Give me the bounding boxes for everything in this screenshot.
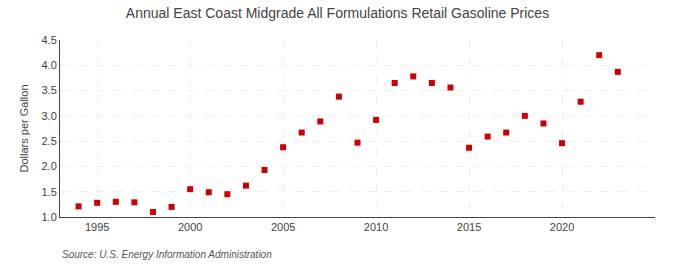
svg-text:3.0: 3.0 [42, 110, 57, 122]
svg-text:2015: 2015 [457, 221, 481, 233]
svg-text:2020: 2020 [550, 221, 574, 233]
svg-text:Dollars per Gallon: Dollars per Gallon [18, 84, 30, 172]
svg-text:3.5: 3.5 [42, 84, 57, 96]
svg-text:4.0: 4.0 [42, 59, 57, 71]
svg-text:4.5: 4.5 [42, 34, 57, 46]
svg-text:2000: 2000 [178, 221, 202, 233]
svg-text:2.5: 2.5 [42, 135, 57, 147]
svg-text:1.5: 1.5 [42, 186, 57, 198]
svg-text:2010: 2010 [364, 221, 388, 233]
svg-text:Annual East Coast Midgrade All: Annual East Coast Midgrade All Formulati… [126, 5, 549, 21]
svg-text:2005: 2005 [271, 221, 295, 233]
svg-text:2.0: 2.0 [42, 160, 57, 172]
svg-text:Source: U.S. Energy Informatio: Source: U.S. Energy Information Administ… [62, 249, 272, 260]
svg-text:1.0: 1.0 [42, 211, 57, 223]
svg-text:1995: 1995 [85, 221, 109, 233]
